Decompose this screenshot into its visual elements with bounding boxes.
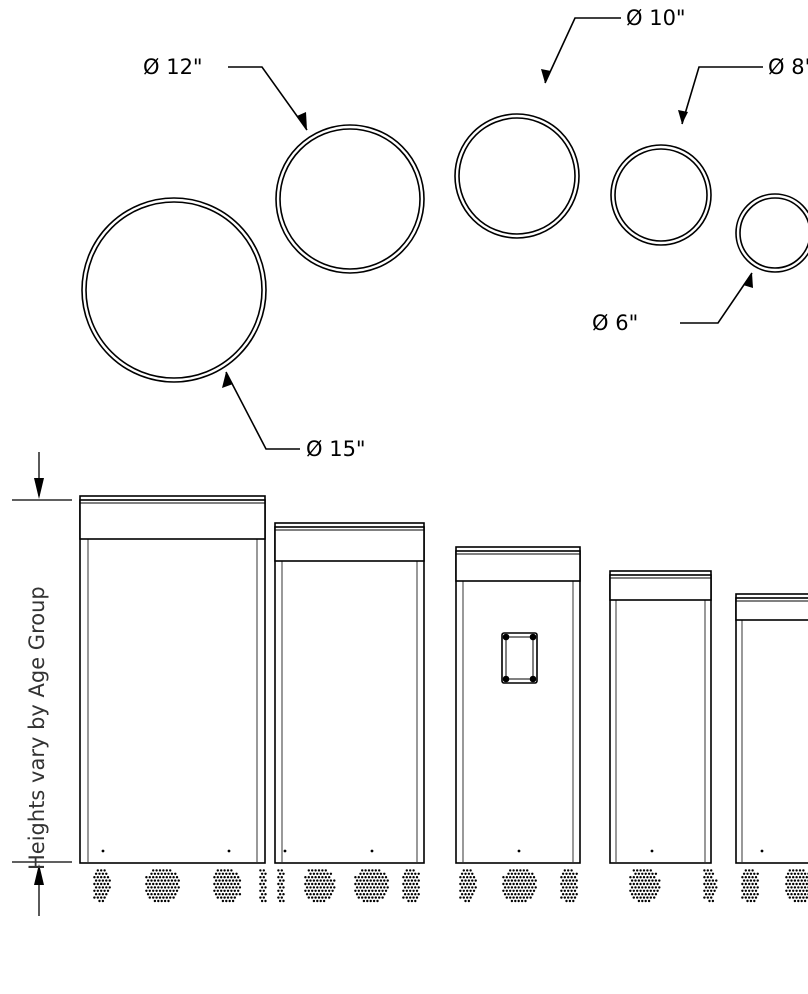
top-view-circle-10 <box>454 113 580 239</box>
arrowhead-12 <box>297 112 307 130</box>
leader-10 <box>544 17 621 84</box>
vent-pattern <box>629 869 661 903</box>
canister-front-4 <box>609 570 712 864</box>
rivet-dot <box>650 849 654 853</box>
canister-front-5 <box>735 593 808 864</box>
arrowhead-8 <box>678 110 688 124</box>
leader-15 <box>225 371 300 450</box>
height-arrow-top <box>34 478 44 499</box>
height-arrow-bottom <box>34 864 44 885</box>
rivet-dot <box>370 849 374 853</box>
rivet-dot <box>101 849 105 853</box>
vent-pattern <box>502 869 537 903</box>
vent-pattern <box>402 869 420 903</box>
leader-8 <box>681 66 763 125</box>
rivet-dot <box>760 849 764 853</box>
vent-pattern <box>560 869 578 903</box>
arrowhead-10 <box>541 69 551 83</box>
diameter-label-10: Ø 10" <box>626 6 686 30</box>
height-note: Heights vary by Age Group <box>25 586 49 870</box>
diameter-label-8: Ø 8" <box>768 55 808 79</box>
arrowhead-15 <box>222 372 233 388</box>
vent-pattern <box>304 869 336 903</box>
top-view-circle-6 <box>735 193 808 273</box>
vent-pattern <box>277 869 285 903</box>
vent-pattern <box>354 869 389 903</box>
rivet-dot <box>517 849 521 853</box>
vent-pattern <box>213 869 242 903</box>
vent-pattern <box>459 869 477 903</box>
arrowhead-6 <box>743 273 753 288</box>
leader-12 <box>228 66 308 131</box>
vent-pattern <box>785 869 808 903</box>
rivet-dot <box>227 849 231 853</box>
leader-6 <box>680 272 753 324</box>
canister-front-3 <box>455 546 581 864</box>
canister-front-2 <box>274 522 425 864</box>
diameter-label-6: Ø 6" <box>592 311 638 335</box>
top-view-circle-8 <box>610 144 712 246</box>
rivet-dot <box>283 849 287 853</box>
canister-front-1 <box>79 495 266 864</box>
vent-pattern <box>741 869 759 903</box>
top-view-circle-12 <box>275 124 425 274</box>
vent-pattern <box>703 869 718 903</box>
vent-pattern <box>93 869 111 903</box>
access-panel <box>501 632 538 684</box>
diameter-label-15: Ø 15" <box>306 437 366 461</box>
vent-pattern <box>259 869 267 903</box>
diameter-label-12: Ø 12" <box>143 55 203 79</box>
vent-pattern <box>145 869 180 903</box>
top-view-circle-15 <box>81 197 267 383</box>
